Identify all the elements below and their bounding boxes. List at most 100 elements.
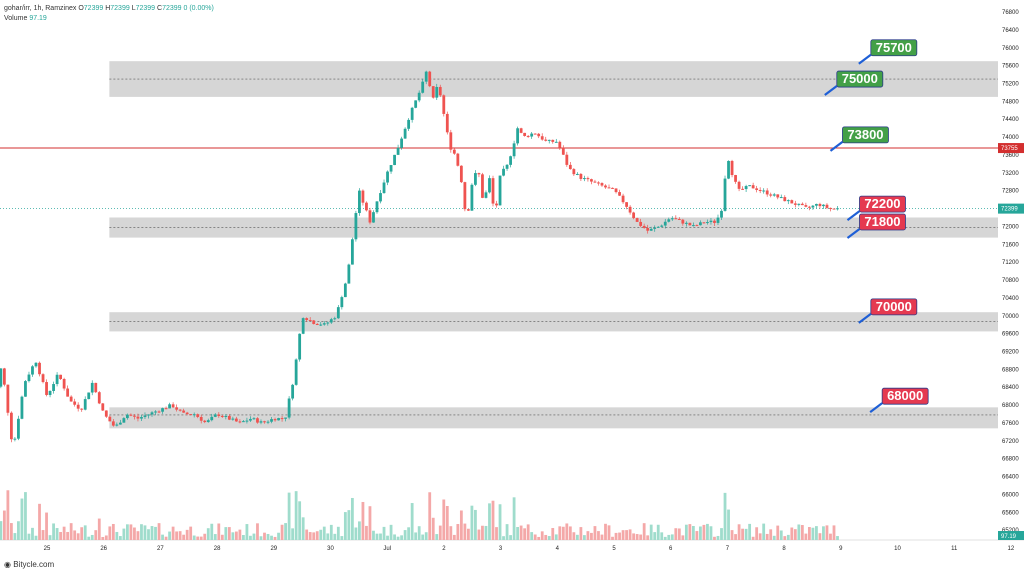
callout-pointer	[846, 228, 861, 239]
volume-bar	[691, 525, 695, 540]
volume-bar	[776, 525, 780, 540]
candle-body	[301, 318, 305, 334]
candle-body	[199, 416, 203, 421]
callout-label: 71800	[864, 214, 900, 229]
volume-bar	[403, 530, 407, 540]
candle-body	[452, 149, 456, 154]
price-tick-label: 67600	[1002, 421, 1019, 427]
candle-body	[614, 188, 618, 193]
volume-bar	[452, 534, 456, 540]
candle-body	[305, 318, 309, 321]
volume-bar	[604, 523, 607, 540]
volume-bar	[108, 526, 112, 540]
candle-body	[523, 132, 527, 136]
volume-bar	[832, 525, 836, 540]
candle-body	[326, 322, 330, 324]
volume-bar	[793, 529, 797, 540]
volume-bar	[185, 529, 189, 540]
volume-bar	[811, 527, 815, 540]
volume-bar	[379, 533, 382, 540]
volume-bar	[24, 492, 27, 540]
volume-bar	[196, 536, 200, 540]
candle-body	[533, 133, 537, 135]
candle-body	[168, 404, 171, 409]
volume-bar	[136, 531, 140, 540]
volume-bar	[488, 503, 491, 540]
candle-body	[76, 404, 80, 409]
volume-bar	[217, 523, 221, 540]
candle-body	[540, 136, 544, 140]
volume-bar	[463, 523, 467, 540]
candle-body	[379, 193, 382, 202]
volume-bar	[554, 534, 558, 540]
candle-body	[365, 202, 368, 211]
candle-body	[800, 203, 804, 206]
volume-bar	[505, 524, 509, 540]
volume-bar	[213, 534, 217, 540]
volume-bar	[189, 526, 193, 540]
volume-bar	[642, 523, 646, 540]
volume-bar	[45, 512, 48, 540]
volume-bar	[2, 510, 6, 540]
candle-body	[66, 388, 70, 397]
sr-zone	[109, 407, 999, 429]
volume-bar	[27, 533, 31, 540]
volume-bar	[20, 498, 24, 540]
volume-bar	[227, 527, 231, 540]
candle-body	[217, 414, 221, 417]
volume-bar	[727, 509, 730, 540]
candle-body	[13, 438, 17, 440]
candle-body	[108, 416, 112, 422]
candle-body	[459, 165, 463, 183]
candle-body	[343, 283, 347, 298]
price-tick-label: 69200	[1002, 350, 1019, 356]
candle-body	[111, 421, 115, 426]
candle-body	[403, 128, 407, 139]
volume-bar	[807, 527, 811, 540]
time-tick-label: Jul	[383, 546, 391, 552]
volume-bar	[498, 504, 502, 540]
time-tick-label: 29	[270, 546, 277, 552]
volume-bar	[343, 512, 347, 540]
candle-body	[270, 419, 273, 422]
candle-body	[597, 182, 600, 184]
candle-body	[677, 219, 681, 221]
volume-value-tag	[998, 531, 1024, 540]
chart-legend: gohar/irr, 1h, Ramzinex O72399 H72399 L7…	[4, 4, 214, 24]
volume-bar	[755, 527, 759, 540]
volume-bar	[509, 535, 512, 540]
volume-bar	[154, 526, 157, 540]
volume-bar	[765, 533, 769, 540]
volume-bar	[312, 532, 316, 540]
candle-body	[256, 418, 259, 423]
volume-bar	[611, 536, 614, 540]
candle-body	[586, 178, 590, 180]
candle-body	[196, 414, 200, 417]
candle-body	[565, 154, 569, 165]
candle-body	[628, 206, 632, 213]
volume-bar	[684, 524, 688, 540]
volume-bar	[157, 523, 161, 540]
candle-body	[716, 217, 720, 223]
candle-body	[143, 415, 147, 418]
volume-bar	[484, 525, 488, 540]
volume-bar	[442, 499, 446, 540]
volume-bar	[273, 536, 277, 540]
volume-bar	[52, 523, 55, 540]
legend-high-label: H	[105, 5, 111, 12]
volume-bar	[822, 526, 825, 540]
candle-body	[618, 192, 621, 196]
legend-volume-label: Volume	[4, 15, 28, 22]
volume-bar	[347, 510, 351, 540]
volume-bar	[449, 526, 453, 540]
candle-body	[621, 195, 625, 203]
volume-bar	[322, 526, 326, 540]
volume-bar	[284, 523, 287, 540]
price-tick-label: 70000	[1002, 314, 1019, 320]
volume-bar	[301, 517, 305, 540]
volume-bar	[825, 525, 829, 540]
candle-body	[27, 374, 31, 382]
volume-bar	[583, 535, 586, 540]
candle-body	[783, 197, 787, 202]
